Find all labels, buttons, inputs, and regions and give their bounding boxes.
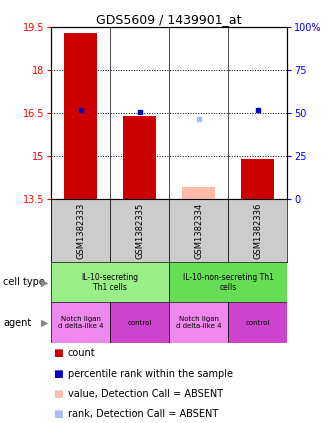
Text: ■: ■ — [53, 368, 63, 379]
Text: control: control — [127, 319, 152, 326]
Text: count: count — [68, 348, 95, 358]
Text: ■: ■ — [53, 409, 63, 419]
Text: ■: ■ — [53, 389, 63, 399]
Bar — [64, 33, 97, 199]
Bar — [182, 187, 215, 199]
Bar — [169, 302, 228, 343]
Bar — [51, 302, 110, 343]
Bar — [228, 199, 287, 262]
Text: rank, Detection Call = ABSENT: rank, Detection Call = ABSENT — [68, 409, 218, 419]
Text: IL-10-secreting
Th1 cells: IL-10-secreting Th1 cells — [82, 273, 139, 292]
Bar — [169, 199, 228, 262]
Title: GDS5609 / 1439901_at: GDS5609 / 1439901_at — [96, 14, 242, 26]
Text: agent: agent — [3, 318, 32, 327]
Text: IL-10-non-secreting Th1
cells: IL-10-non-secreting Th1 cells — [183, 273, 274, 292]
Bar — [110, 199, 169, 262]
Bar — [51, 262, 169, 302]
Bar — [123, 116, 156, 199]
Text: control: control — [246, 319, 270, 326]
Bar — [110, 302, 169, 343]
Bar — [241, 159, 274, 199]
Text: percentile rank within the sample: percentile rank within the sample — [68, 368, 233, 379]
Text: GSM1382333: GSM1382333 — [76, 202, 85, 259]
Text: value, Detection Call = ABSENT: value, Detection Call = ABSENT — [68, 389, 223, 399]
Text: cell type: cell type — [3, 277, 45, 287]
Text: GSM1382336: GSM1382336 — [253, 202, 262, 259]
Text: GSM1382334: GSM1382334 — [194, 203, 203, 258]
Text: ▶: ▶ — [41, 318, 48, 327]
Bar — [51, 199, 110, 262]
Text: Notch ligan
d delta-like 4: Notch ligan d delta-like 4 — [176, 316, 221, 329]
Text: ▶: ▶ — [41, 277, 48, 287]
Bar — [169, 262, 287, 302]
Text: Notch ligan
d delta-like 4: Notch ligan d delta-like 4 — [58, 316, 103, 329]
Text: GSM1382335: GSM1382335 — [135, 203, 144, 258]
Bar — [228, 302, 287, 343]
Text: ■: ■ — [53, 348, 63, 358]
